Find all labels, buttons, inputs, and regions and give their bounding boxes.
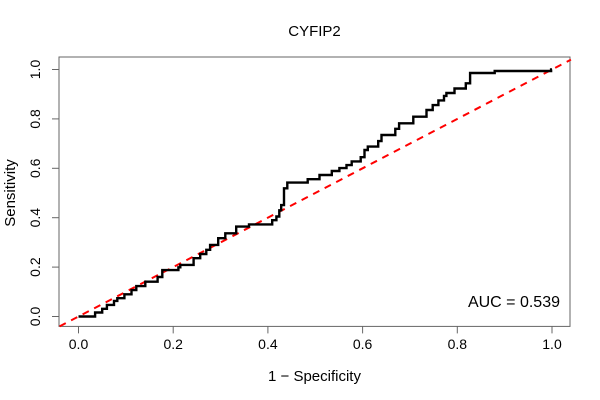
y-axis-ticks: 0.0 0.2 0.4 0.6 0.8 1.0 (27, 60, 59, 327)
y-tick-label: 1.0 (27, 60, 43, 80)
y-tick-label: 0.8 (27, 109, 43, 129)
y-tick-label: 0.2 (27, 257, 43, 277)
x-tick-label: 0.6 (353, 336, 373, 352)
roc-curve-line (78, 68, 553, 318)
y-tick-label: 0.4 (27, 208, 43, 228)
chart-title: CYFIP2 (288, 23, 341, 40)
x-tick-label: 0.0 (69, 336, 89, 352)
x-axis-ticks: 0.0 0.2 0.4 0.6 0.8 1.0 (69, 326, 562, 352)
y-tick-label: 0.0 (27, 307, 43, 327)
x-tick-label: 0.4 (258, 336, 278, 352)
x-axis-label: 1 − Specificity (268, 368, 361, 385)
plot-box (58, 56, 571, 327)
y-tick-label: 0.6 (27, 158, 43, 178)
x-tick-label: 1.0 (542, 336, 562, 352)
x-tick-label: 0.2 (163, 336, 183, 352)
y-axis-label: Sensitivity (2, 159, 19, 227)
x-tick-label: 0.8 (448, 336, 468, 352)
auc-annotation: AUC = 0.539 (468, 294, 560, 311)
